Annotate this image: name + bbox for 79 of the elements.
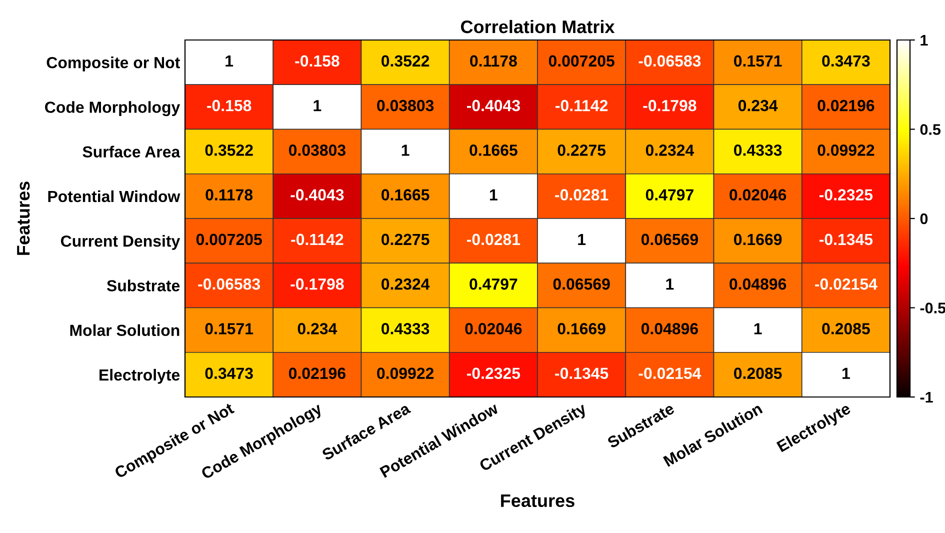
data-label: -0.1142 [556, 100, 608, 112]
data-label: 0.02046 [465, 323, 522, 334]
data-label: 0.2324 [646, 144, 694, 156]
data-label: 0.3522 [382, 55, 430, 67]
data-label: 1 [842, 368, 850, 379]
y-tick-label: Substrate [106, 280, 180, 292]
data-label: 0.1571 [205, 323, 254, 334]
data-label: 0.007205 [548, 55, 614, 67]
data-label: 0.02196 [288, 368, 346, 379]
data-label: -0.06583 [198, 278, 260, 290]
data-label: 1 [226, 55, 234, 66]
data-label: 0.234 [738, 100, 778, 112]
data-label: 1 [402, 144, 410, 156]
data-label: -0.02154 [815, 278, 878, 290]
data-label: 0.1669 [734, 234, 782, 246]
data-label: 0.4333 [382, 323, 430, 334]
data-label: 0.2275 [558, 144, 606, 156]
data-label: 0.1178 [470, 55, 517, 67]
data-label: 0.04896 [730, 278, 786, 290]
data-label: -0.4043 [290, 189, 344, 200]
data-label: 0.04896 [641, 323, 698, 334]
color-bar-label: -1 [920, 392, 933, 403]
data-label: 0.02196 [818, 100, 874, 112]
data-label: 0.1669 [558, 323, 606, 334]
data-label: -0.0281 [555, 189, 608, 200]
data-label: 0.2085 [822, 323, 870, 334]
y-tick-label: Composite or Not [46, 56, 180, 72]
data-label: 0.1665 [470, 144, 518, 156]
data-label: 0.4333 [734, 144, 782, 156]
data-label: 1 [578, 234, 586, 245]
data-label: 0.4797 [470, 278, 518, 290]
chart-title: Correlation Matrix [460, 20, 615, 34]
data-label: -0.2325 [819, 189, 873, 200]
data-label: 0.3473 [205, 368, 253, 379]
data-label: 0.2085 [734, 368, 782, 379]
data-label: 0.1571 [734, 55, 782, 67]
data-label: 0.234 [298, 323, 338, 334]
y-tick-label: Code Morphology [45, 101, 180, 116]
data-label: -0.158 [207, 100, 252, 112]
data-label: 0.06569 [641, 234, 698, 246]
data-label: 0.09922 [377, 368, 434, 379]
data-label: -0.4043 [466, 100, 520, 112]
data-label: 1 [490, 189, 498, 200]
data-label: -0.1798 [290, 278, 344, 290]
data-label: -0.158 [295, 55, 340, 67]
data-label: 0.03803 [288, 144, 346, 156]
data-label: 0.1665 [382, 189, 430, 200]
data-label: -0.1142 [291, 234, 344, 246]
data-label: 0.03803 [377, 100, 434, 112]
data-label: 0.02046 [730, 189, 786, 200]
data-label: -0.06583 [638, 55, 701, 67]
data-label: 1 [314, 100, 322, 112]
data-label: 0.007205 [196, 234, 262, 246]
y-tick-label: Surface Area [82, 146, 180, 158]
data-label: 1 [754, 323, 762, 334]
data-label: 0.06569 [553, 278, 610, 290]
y-tick-label: Molar Solution [70, 324, 180, 336]
data-label: -0.02154 [638, 368, 702, 379]
data-label: 0.4797 [646, 189, 694, 200]
data-label: 0.3522 [205, 144, 253, 156]
data-label: -0.1345 [819, 234, 873, 246]
data-label: 0.3473 [822, 55, 870, 67]
data-label: -0.2325 [466, 368, 520, 379]
x-axis-title: Features [501, 494, 574, 508]
data-label: -0.0281 [466, 234, 520, 246]
data-label: 0.09922 [818, 144, 874, 156]
data-label: 0.1178 [206, 189, 253, 200]
y-axis-title: Features [17, 182, 30, 255]
color-bar-label: 1 [920, 35, 928, 46]
data-label: 0.2275 [382, 234, 430, 246]
data-label: 1 [666, 278, 674, 290]
color-bar-label: 0 [920, 213, 928, 224]
data-label: -0.1345 [555, 368, 608, 379]
y-tick-label: Potential Window [48, 190, 180, 202]
data-label: -0.1798 [643, 100, 696, 112]
color-bar-label: 0.5 [920, 124, 941, 135]
y-tick-label: Current Density [60, 235, 180, 250]
data-label: 0.2324 [382, 278, 430, 290]
y-tick-label: Electrolyte [100, 368, 180, 384]
